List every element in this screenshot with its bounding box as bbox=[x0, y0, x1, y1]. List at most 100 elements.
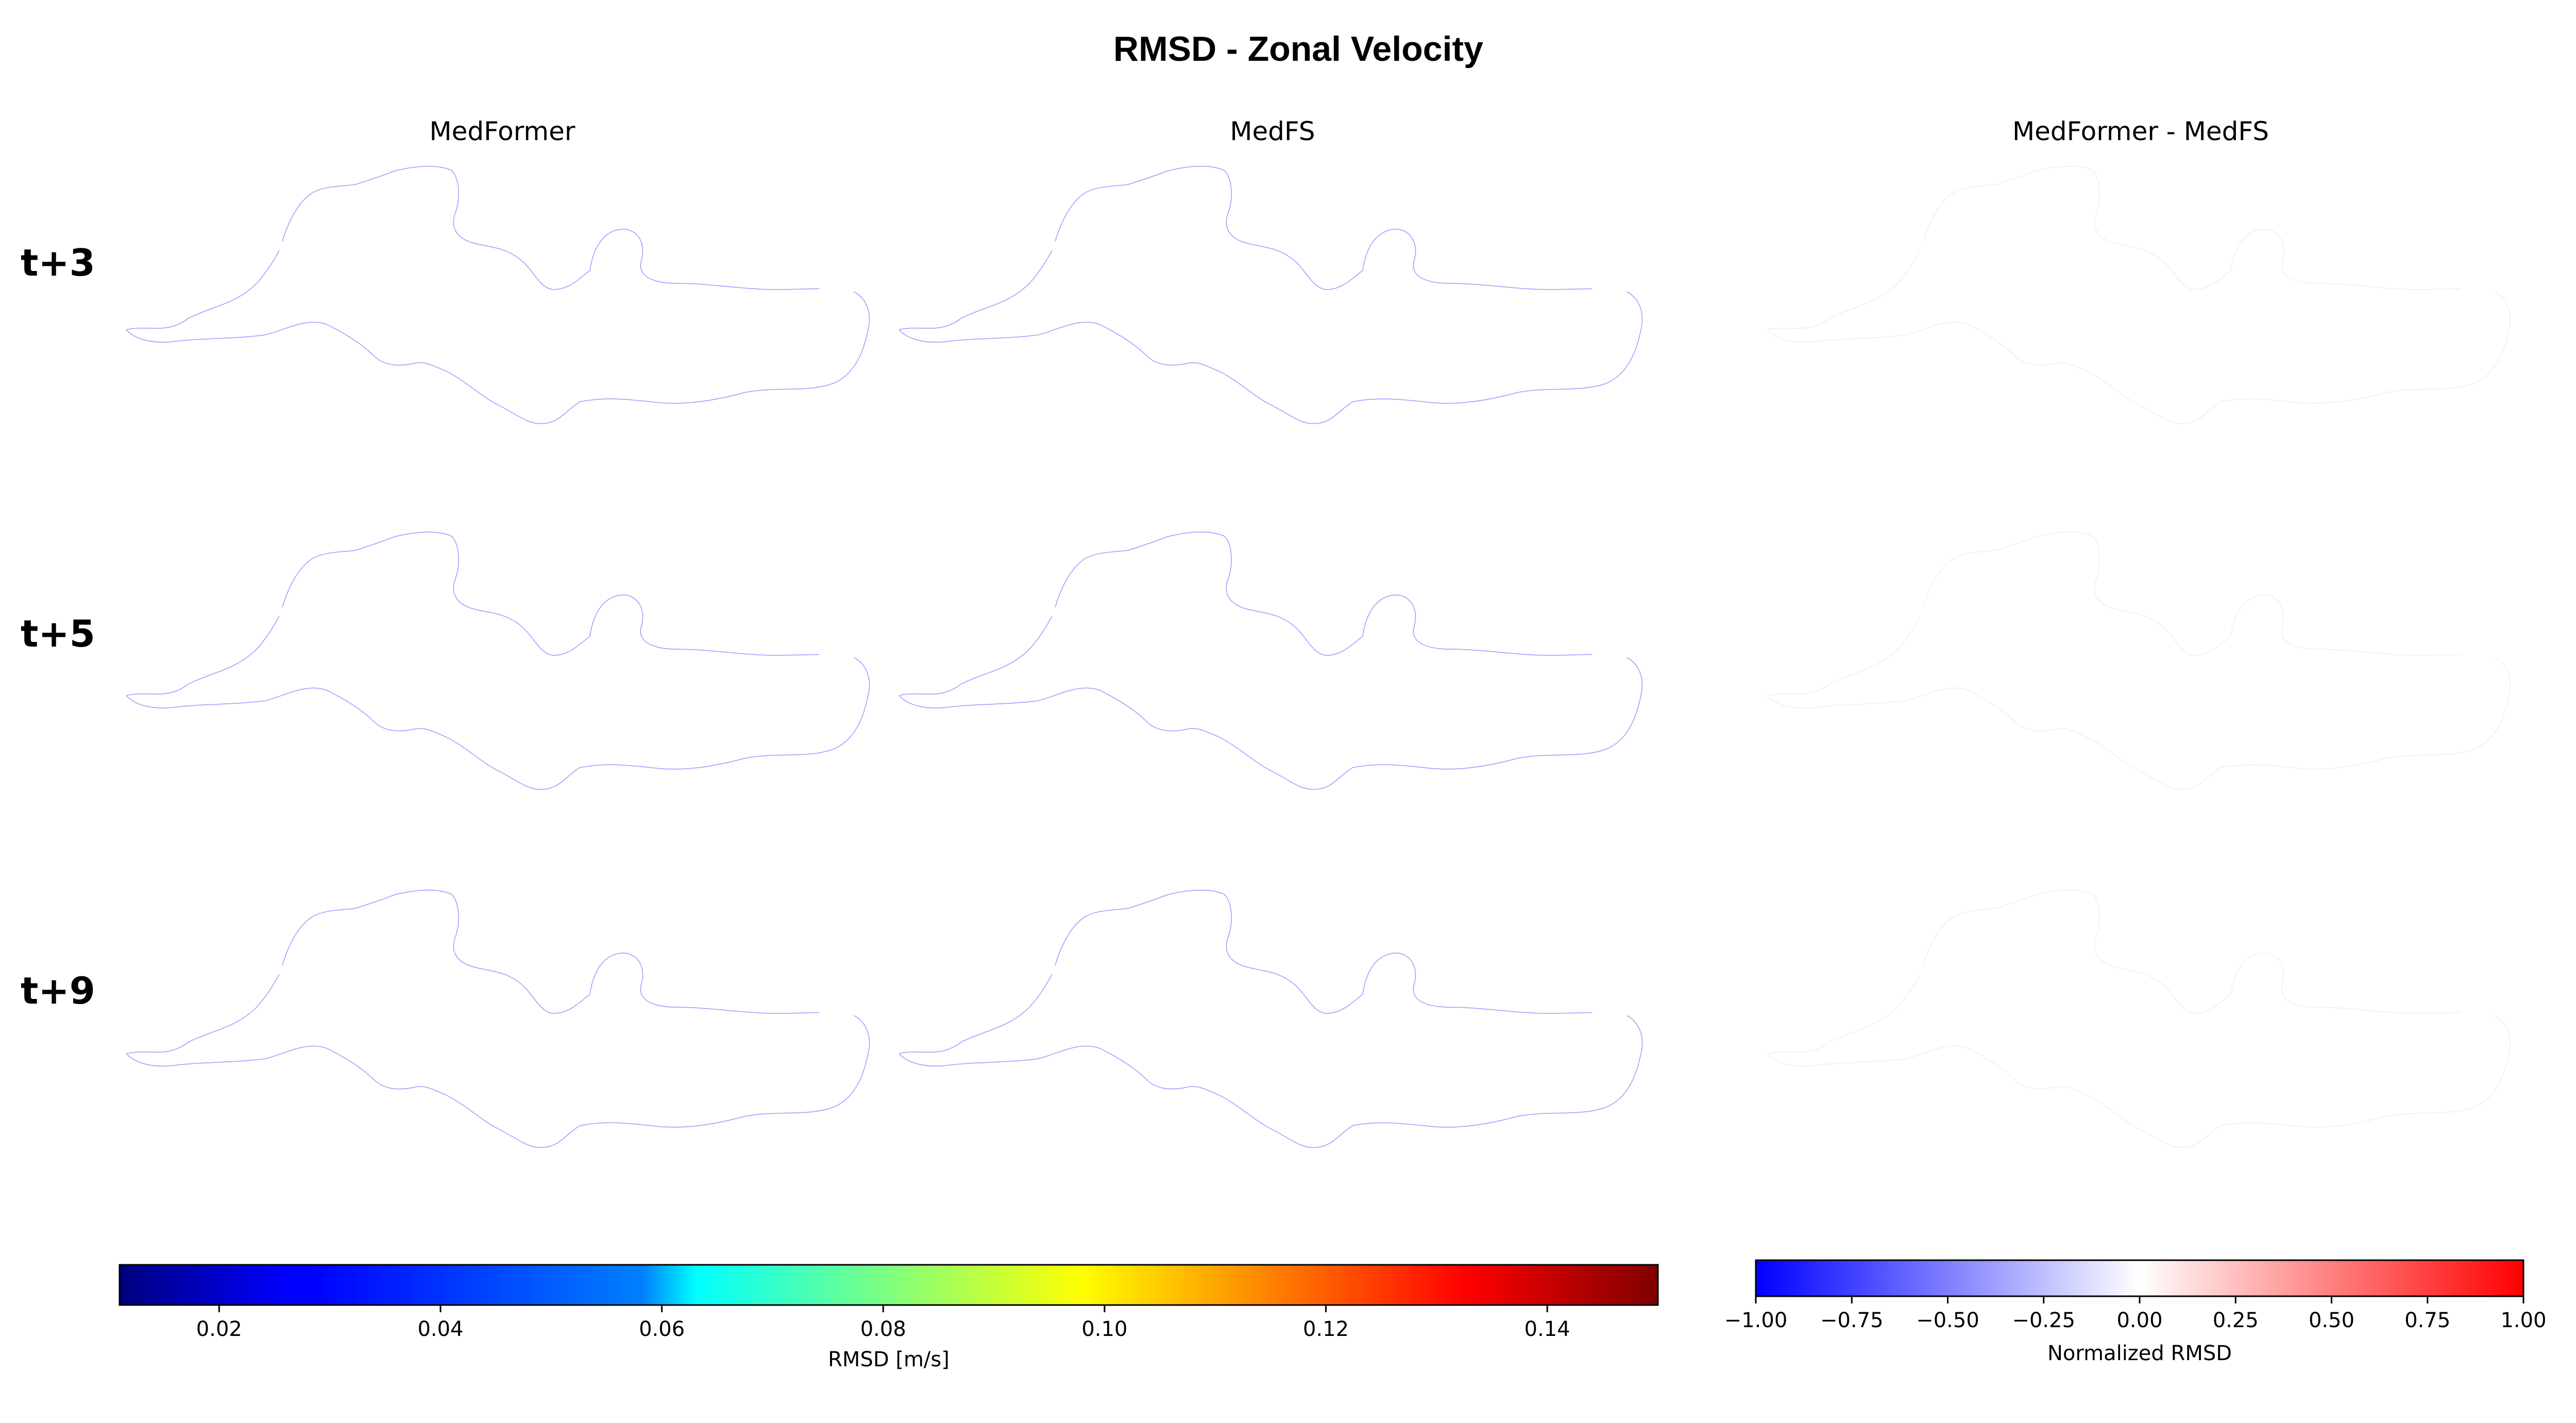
map-cell bbox=[467, 1127, 512, 1148]
map-cell bbox=[899, 890, 929, 910]
map-background bbox=[126, 532, 870, 790]
map-cell bbox=[1602, 935, 1642, 980]
map-cell bbox=[1233, 890, 1282, 897]
map-cell bbox=[757, 759, 782, 785]
map-cell bbox=[1072, 386, 1084, 395]
map-cell bbox=[2407, 930, 2448, 956]
map-cell bbox=[793, 1039, 824, 1069]
map-cell bbox=[677, 223, 701, 245]
map-cell bbox=[2002, 335, 2047, 382]
map-cell bbox=[156, 634, 177, 654]
map-cell bbox=[1920, 616, 1940, 631]
map-cell bbox=[443, 215, 480, 253]
map-cell bbox=[1928, 259, 1947, 275]
map-cell bbox=[1211, 588, 1241, 622]
map-cell bbox=[861, 279, 870, 299]
map-cell bbox=[2056, 984, 2095, 1011]
map-cell bbox=[1209, 359, 1230, 384]
map-cell bbox=[1248, 532, 1262, 543]
map-cell bbox=[1771, 229, 1817, 269]
map-cell bbox=[952, 541, 975, 565]
map-cell bbox=[1365, 959, 1402, 985]
map-cell bbox=[684, 895, 722, 940]
map-cell bbox=[782, 1094, 814, 1128]
map-cell bbox=[489, 299, 501, 312]
map-cell bbox=[1046, 1096, 1070, 1120]
map-cell bbox=[1144, 254, 1192, 295]
map-cell bbox=[1395, 677, 1438, 709]
map-cell bbox=[295, 691, 342, 726]
map-cell bbox=[979, 201, 994, 211]
map-cell bbox=[1977, 240, 2015, 283]
map-cell bbox=[899, 1060, 909, 1083]
map-cell bbox=[242, 758, 277, 785]
colorbar-tick-label: 0.25 bbox=[2213, 1309, 2259, 1332]
map-cell bbox=[760, 759, 799, 790]
map-cell bbox=[1538, 696, 1564, 719]
map-cell bbox=[1617, 630, 1639, 645]
map-cell bbox=[1138, 167, 1165, 184]
map-cell bbox=[580, 358, 626, 401]
map-cell bbox=[484, 688, 518, 725]
map-cell bbox=[2460, 171, 2489, 197]
map-cell bbox=[1459, 681, 1508, 735]
map-cell bbox=[390, 1001, 428, 1026]
map-cell bbox=[386, 1128, 431, 1148]
map-cell bbox=[2444, 1070, 2463, 1082]
map-cell bbox=[473, 596, 508, 622]
map-cell bbox=[547, 338, 561, 349]
map-cell bbox=[1238, 949, 1281, 996]
colorbar-normalized-label: Normalized RMSD bbox=[2047, 1342, 2232, 1365]
map-cell bbox=[130, 772, 161, 790]
map-cell bbox=[1052, 662, 1071, 675]
map-cell bbox=[2199, 707, 2219, 724]
map-cell bbox=[387, 366, 416, 394]
map-cell bbox=[2396, 391, 2418, 405]
map-cell bbox=[805, 252, 835, 279]
map-cell bbox=[1107, 732, 1141, 757]
map-cell bbox=[1186, 1139, 1199, 1148]
map-cell bbox=[1767, 988, 1805, 1030]
map-cell bbox=[279, 188, 312, 220]
map-cell bbox=[2200, 714, 2245, 764]
map-cell bbox=[899, 714, 932, 742]
map-noise bbox=[126, 532, 870, 790]
map-cell bbox=[808, 314, 835, 331]
map-cell bbox=[1767, 1080, 1784, 1110]
map-cell bbox=[922, 894, 960, 934]
map-cell bbox=[899, 721, 933, 754]
map-cell bbox=[2380, 207, 2415, 235]
map-cell bbox=[272, 166, 319, 181]
map-cell bbox=[406, 662, 453, 714]
map-cell bbox=[2063, 375, 2098, 399]
map-cell bbox=[1593, 347, 1633, 387]
map-cell bbox=[1839, 1058, 1859, 1078]
map-cell bbox=[2218, 1060, 2264, 1110]
map-cell bbox=[608, 1016, 641, 1042]
map-cell bbox=[1870, 305, 1887, 321]
map-cell bbox=[2176, 287, 2211, 320]
map-cell bbox=[645, 563, 658, 572]
map-cell bbox=[1623, 177, 1642, 214]
map-cell bbox=[126, 596, 163, 633]
map-cell bbox=[1270, 944, 1284, 953]
map-cell bbox=[1281, 747, 1300, 761]
map-cell bbox=[1087, 957, 1100, 967]
map-cell bbox=[1430, 1143, 1443, 1148]
map-cell bbox=[175, 643, 200, 672]
map-cell bbox=[1200, 583, 1227, 606]
map-cell bbox=[1081, 1079, 1109, 1096]
map-cell bbox=[415, 301, 441, 323]
map-cell bbox=[685, 956, 732, 1002]
map-cell bbox=[1484, 580, 1505, 597]
map-cell bbox=[1012, 546, 1040, 579]
map-cell bbox=[1897, 297, 1929, 326]
map-cell bbox=[190, 1018, 207, 1037]
map-cell bbox=[947, 355, 971, 380]
map-cell bbox=[2429, 575, 2459, 594]
map-cell bbox=[1110, 696, 1153, 737]
map-cell bbox=[1943, 1080, 1955, 1092]
map-cell bbox=[1238, 250, 1252, 262]
map-cell bbox=[126, 532, 153, 555]
island-mask bbox=[275, 607, 297, 617]
